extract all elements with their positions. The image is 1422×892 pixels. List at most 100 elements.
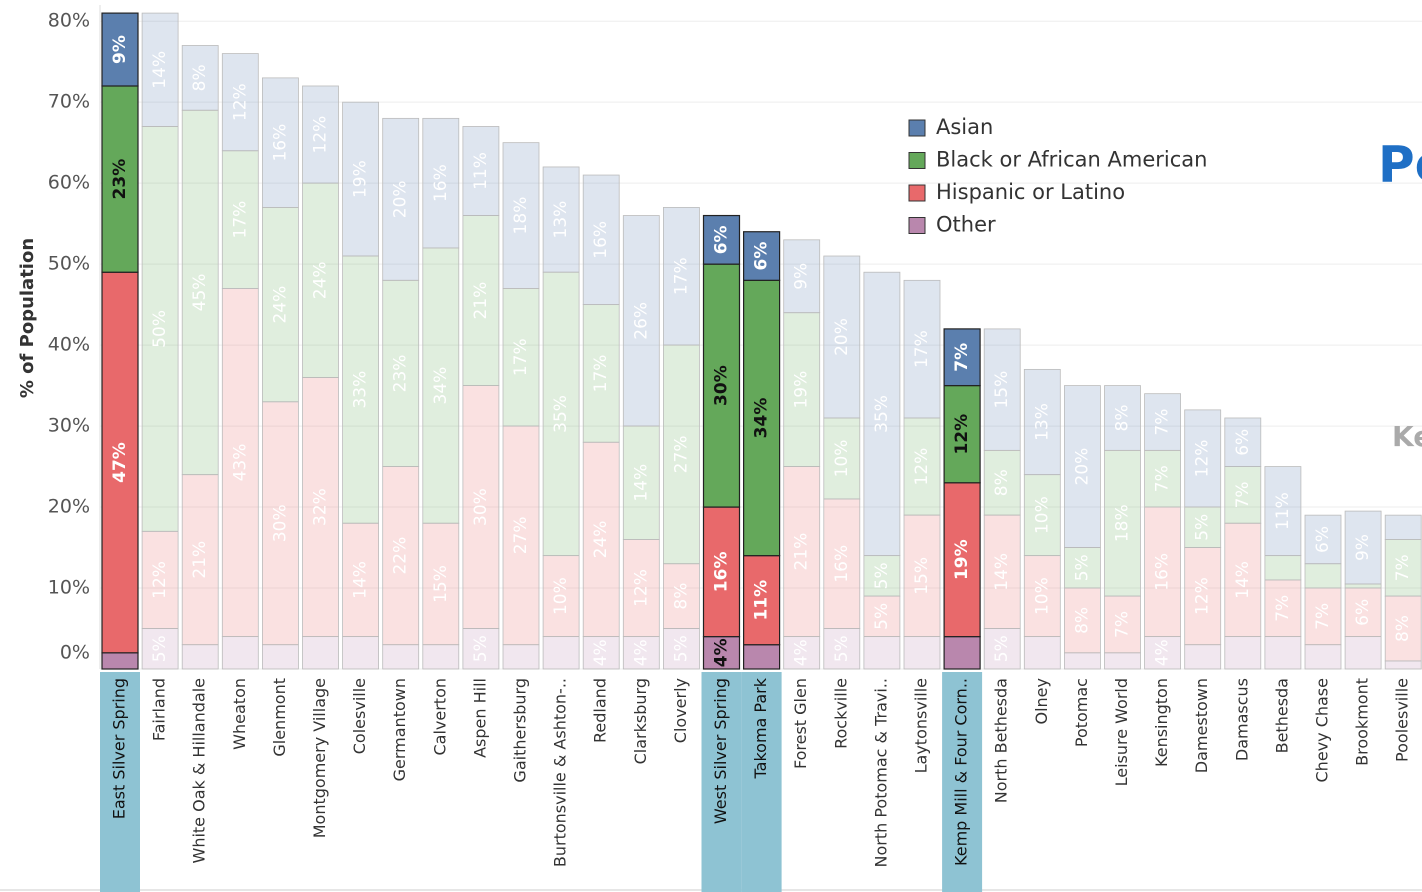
bar-segment bbox=[1023, 636, 1061, 670]
bar-segment bbox=[1023, 368, 1061, 476]
x-tick-label: Glenmont bbox=[270, 678, 289, 757]
bar-segment bbox=[622, 215, 660, 427]
x-tick-label: Cloverly bbox=[671, 678, 690, 743]
x-tick-label: Chevy Chase bbox=[1313, 678, 1332, 782]
bar-segment bbox=[502, 644, 540, 670]
bar-segment bbox=[983, 514, 1021, 629]
bar-segment bbox=[1264, 555, 1302, 581]
bar-segment bbox=[702, 506, 741, 638]
legend-swatch bbox=[908, 152, 926, 169]
bar-segment bbox=[1064, 385, 1101, 548]
bar-segment bbox=[622, 425, 660, 540]
data-label: 16% bbox=[591, 221, 611, 259]
bar-segment bbox=[943, 482, 981, 638]
data-label: 9% bbox=[1353, 534, 1373, 561]
data-label: 11% bbox=[752, 580, 772, 621]
bar-segment bbox=[1184, 644, 1222, 670]
bar-segment bbox=[582, 441, 620, 638]
bar-segment bbox=[101, 271, 139, 654]
bar-segment bbox=[582, 636, 620, 670]
data-label: 6% bbox=[712, 225, 732, 254]
data-label: 24% bbox=[311, 261, 331, 299]
bar-segment bbox=[261, 644, 299, 670]
data-label: 16% bbox=[712, 551, 732, 592]
bar-segment bbox=[1144, 449, 1181, 508]
data-label: 17% bbox=[511, 338, 531, 376]
data-label: 12% bbox=[1193, 577, 1213, 615]
bar-segment bbox=[783, 239, 821, 314]
data-label: 32% bbox=[311, 488, 331, 526]
bar-segment bbox=[1104, 652, 1141, 670]
bar-segment bbox=[542, 555, 580, 638]
highlight-band bbox=[701, 672, 742, 892]
bar-segment bbox=[542, 271, 580, 557]
data-label: 5% bbox=[1072, 554, 1092, 581]
bar-segment bbox=[1304, 563, 1342, 589]
bar-segment bbox=[1384, 514, 1422, 540]
legend-label: Other bbox=[936, 213, 996, 237]
bar-segment bbox=[221, 636, 259, 670]
x-tick-label: Kensington bbox=[1152, 678, 1171, 767]
data-label: 16% bbox=[270, 124, 290, 162]
data-label: 5% bbox=[992, 635, 1012, 662]
y-tick-label: 10% bbox=[48, 577, 90, 599]
data-label: 30% bbox=[712, 365, 732, 406]
bar-segment bbox=[1344, 583, 1382, 589]
data-label: 7% bbox=[1273, 595, 1293, 622]
bar-segment bbox=[1384, 595, 1422, 662]
x-tick-label: Clarksburg bbox=[631, 678, 650, 764]
data-label: 17% bbox=[591, 355, 611, 393]
data-label: 8% bbox=[1113, 404, 1133, 431]
bar-segment bbox=[863, 636, 901, 670]
bar-segment bbox=[261, 401, 299, 646]
bar-segment bbox=[702, 214, 741, 265]
bar-segment bbox=[983, 449, 1021, 516]
data-label: 4% bbox=[792, 639, 812, 666]
x-tick-label: Damestown bbox=[1192, 678, 1211, 773]
bar-segment bbox=[1144, 506, 1181, 638]
data-label: 10% bbox=[1032, 496, 1052, 534]
data-label: 23% bbox=[110, 159, 130, 200]
bar-segment bbox=[1224, 466, 1262, 524]
bar-segment bbox=[141, 628, 179, 670]
data-label: 10% bbox=[832, 440, 852, 478]
bar-segment bbox=[742, 279, 781, 557]
data-label: 17% bbox=[230, 201, 250, 239]
bar-segment bbox=[663, 563, 700, 629]
data-label: 8% bbox=[1393, 615, 1413, 642]
y-tick-label: 0% bbox=[60, 642, 90, 664]
bar-segment bbox=[783, 466, 821, 638]
bar-segment bbox=[823, 255, 861, 419]
x-tick-label: Rockville bbox=[831, 678, 850, 749]
bar-segment bbox=[342, 636, 380, 670]
x-tick-label: North Potomac & Travi.. bbox=[871, 678, 890, 868]
bar-segment bbox=[1344, 587, 1382, 638]
data-label: 12% bbox=[631, 569, 651, 607]
data-label: 19% bbox=[952, 539, 972, 580]
bar-segment bbox=[101, 12, 139, 87]
y-tick-label: 20% bbox=[48, 496, 90, 518]
bar-segment bbox=[1184, 506, 1222, 548]
bar-segment bbox=[1064, 652, 1101, 670]
data-label: 16% bbox=[832, 545, 852, 583]
bar-segment bbox=[1023, 474, 1061, 557]
bar-segment bbox=[422, 247, 460, 524]
data-label: 34% bbox=[752, 398, 772, 439]
data-label: 5% bbox=[872, 562, 892, 589]
bar-segment bbox=[382, 466, 420, 646]
x-tick-label: Bethesda bbox=[1272, 678, 1291, 753]
bar-segment bbox=[141, 126, 179, 532]
bar-segment bbox=[863, 555, 901, 597]
y-tick-label: 40% bbox=[48, 334, 90, 356]
data-label: 4% bbox=[712, 638, 732, 667]
data-label: 5% bbox=[872, 603, 892, 630]
data-label: 14% bbox=[351, 561, 371, 599]
data-label: 7% bbox=[1393, 554, 1413, 581]
data-label: 12% bbox=[150, 561, 170, 599]
x-tick-label: Kemp Mill & Four Corn.. bbox=[952, 678, 971, 866]
x-tick-label: North Bethesda bbox=[992, 678, 1011, 803]
bar-segment bbox=[302, 182, 339, 378]
bar-segment bbox=[823, 417, 861, 500]
data-label: 5% bbox=[832, 635, 852, 662]
bar-segment bbox=[101, 85, 139, 273]
